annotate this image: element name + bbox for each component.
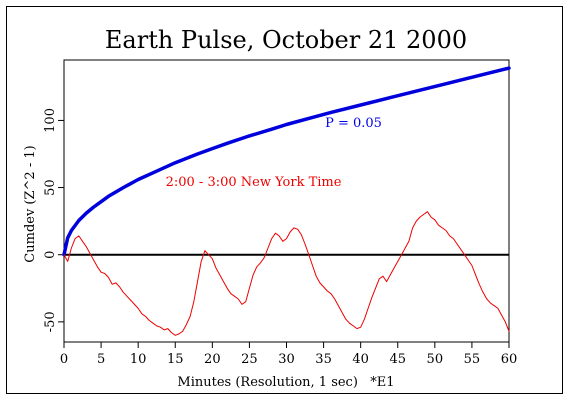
x-axis-label: Minutes (Resolution, 1 sec) *E1 xyxy=(177,375,394,390)
y-axis: -50 0 50 100 xyxy=(43,108,64,332)
x-tick-label: 0 xyxy=(60,352,68,367)
x-tick-label: 55 xyxy=(464,352,481,367)
chart-annotation: P = 0.05 xyxy=(325,116,382,131)
chart-annotation: 2:00 - 3:00 New York Time xyxy=(166,175,342,190)
y-tick-label: 50 xyxy=(43,179,58,196)
annotation-layer: P = 0.05 2:00 - 3:00 New York Time xyxy=(166,116,382,190)
x-tick-label: 5 xyxy=(97,352,105,367)
y-tick-label: 0 xyxy=(43,251,58,259)
series-line-red xyxy=(63,211,510,336)
x-tick-label: 50 xyxy=(427,352,444,367)
x-tick-label: 10 xyxy=(130,352,147,367)
y-axis-label: Cumdev (Z^2 - 1) xyxy=(23,145,38,262)
x-tick-label: 45 xyxy=(389,352,406,367)
x-tick-label: 20 xyxy=(204,352,221,367)
y-tick-label: 100 xyxy=(43,108,58,133)
x-tick-label: 40 xyxy=(352,352,369,367)
x-axis: 0 5 10 15 20 25 30 35 40 45 50 55 60 xyxy=(60,342,517,367)
chart-frame xyxy=(6,6,563,394)
x-tick-label: 15 xyxy=(167,352,184,367)
x-tick-label: 30 xyxy=(278,352,295,367)
x-tick-label: 60 xyxy=(501,352,518,367)
x-tick-label: 35 xyxy=(315,352,332,367)
chart-title: Earth Pulse, October 21 2000 xyxy=(105,26,467,54)
series-line-blue xyxy=(62,66,511,257)
x-tick-label: 25 xyxy=(241,352,258,367)
series-layer xyxy=(62,66,511,336)
y-tick-label: -50 xyxy=(43,311,58,332)
